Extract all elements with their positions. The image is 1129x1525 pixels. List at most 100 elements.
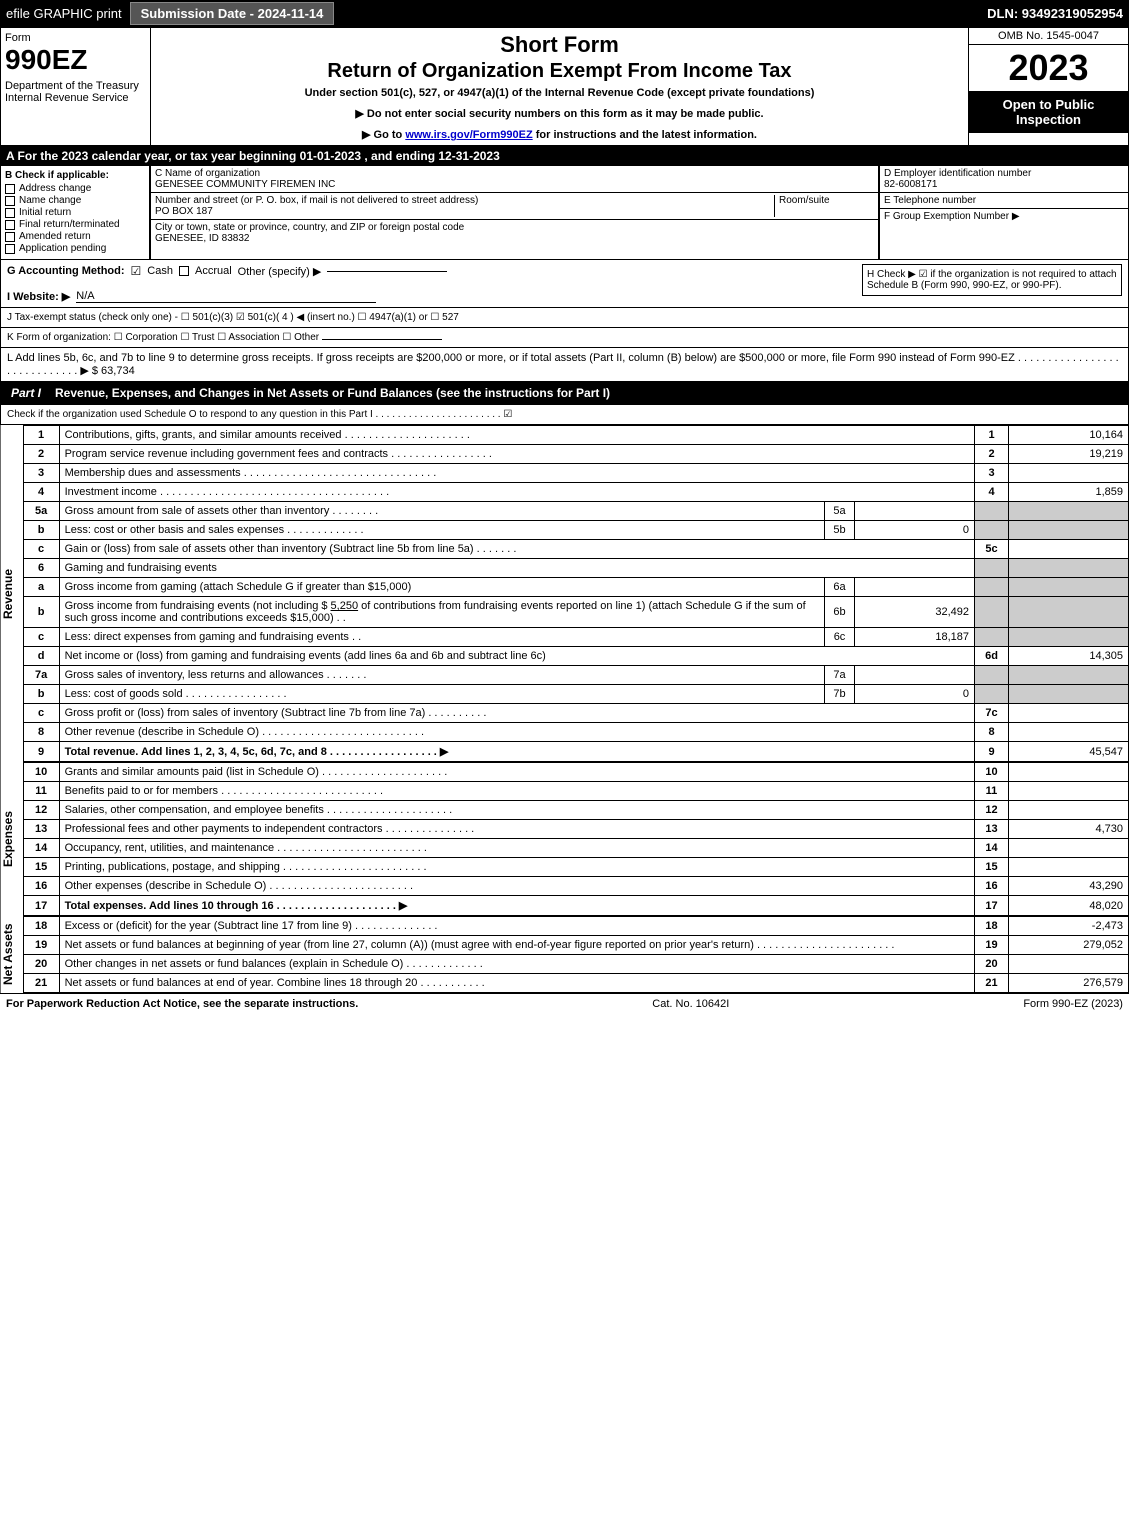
part-i-check: Check if the organization used Schedule … <box>0 405 1129 425</box>
ein-value: 82-6008171 <box>884 179 1124 190</box>
cb-label: Application pending <box>19 243 106 254</box>
city-label: City or town, state or province, country… <box>155 222 874 233</box>
table-row: bLess: cost of goods sold . . . . . . . … <box>23 685 1128 704</box>
table-row: 16Other expenses (describe in Schedule O… <box>23 877 1128 896</box>
website-label: I Website: ▶ <box>7 290 70 303</box>
cb-label: Initial return <box>19 207 71 218</box>
row-g: G Accounting Method: Cash Accrual Other … <box>0 260 1129 308</box>
dln-label: DLN: 93492319052954 <box>987 6 1123 21</box>
omb-number: OMB No. 1545-0047 <box>969 28 1128 45</box>
footer-left: For Paperwork Reduction Act Notice, see … <box>6 998 358 1010</box>
expenses-section: Expenses 10Grants and similar amounts pa… <box>0 762 1129 916</box>
part-i-header: Part I Revenue, Expenses, and Changes in… <box>0 382 1129 405</box>
note2-prefix: ▶ Go to <box>362 129 405 141</box>
table-row: 1Contributions, gifts, grants, and simil… <box>23 426 1128 445</box>
cb-label: Final return/terminated <box>19 219 120 230</box>
website-value: N/A <box>76 290 376 303</box>
form-number: 990EZ <box>5 44 146 76</box>
table-row: 13Professional fees and other payments t… <box>23 820 1128 839</box>
netassets-section: Net Assets 18Excess or (deficit) for the… <box>0 916 1129 993</box>
table-row: 20Other changes in net assets or fund ba… <box>23 955 1128 974</box>
table-row: 5aGross amount from sale of assets other… <box>23 502 1128 521</box>
checkbox-initial-return[interactable] <box>5 208 15 218</box>
checkbox-application-pending[interactable] <box>5 244 15 254</box>
row-a-tax-year: A For the 2023 calendar year, or tax yea… <box>0 146 1129 166</box>
accrual-label: Accrual <box>195 265 232 277</box>
revenue-table: 1Contributions, gifts, grants, and simil… <box>23 425 1129 762</box>
checkbox-final-return[interactable] <box>5 220 15 230</box>
section-bcd: B Check if applicable: Address change Na… <box>0 166 1129 260</box>
table-row: 11Benefits paid to or for members . . . … <box>23 782 1128 801</box>
checkbox-accrual[interactable] <box>179 266 189 276</box>
other-specify-field[interactable] <box>327 271 447 272</box>
table-row: 4Investment income . . . . . . . . . . .… <box>23 483 1128 502</box>
main-title: Return of Organization Exempt From Incom… <box>155 60 964 83</box>
table-row: 17Total expenses. Add lines 10 through 1… <box>23 896 1128 916</box>
section-b-label: B Check if applicable: <box>5 170 145 181</box>
footer-right: Form 990-EZ (2023) <box>1023 998 1123 1010</box>
section-b: B Check if applicable: Address change Na… <box>1 166 151 259</box>
room-label: Room/suite <box>779 195 874 206</box>
row-k: K Form of organization: ☐ Corporation ☐ … <box>0 328 1129 348</box>
cb-label: Name change <box>19 195 81 206</box>
org-name-value: GENESEE COMMUNITY FIREMEN INC <box>155 179 874 190</box>
table-row: 14Occupancy, rent, utilities, and mainte… <box>23 839 1128 858</box>
expenses-table: 10Grants and similar amounts paid (list … <box>23 762 1129 916</box>
note-ssn: ▶ Do not enter social security numbers o… <box>155 107 964 120</box>
note-link: ▶ Go to www.irs.gov/Form990EZ for instru… <box>155 128 964 141</box>
checkbox-address-change[interactable] <box>5 184 15 194</box>
section-d: D Employer identification number 82-6008… <box>878 166 1128 259</box>
table-row: 10Grants and similar amounts paid (list … <box>23 763 1128 782</box>
table-row: 8Other revenue (describe in Schedule O) … <box>23 723 1128 742</box>
group-label: F Group Exemption Number ▶ <box>884 211 1124 222</box>
ein-label: D Employer identification number <box>884 168 1124 179</box>
checkbox-cash[interactable] <box>131 264 142 278</box>
table-row: 19Net assets or fund balances at beginni… <box>23 936 1128 955</box>
table-row: aGross income from gaming (attach Schedu… <box>23 578 1128 597</box>
table-row: bLess: cost or other basis and sales exp… <box>23 521 1128 540</box>
l6b-amount: 5,250 <box>331 600 359 612</box>
row-l: L Add lines 5b, 6c, and 7b to line 9 to … <box>0 348 1129 382</box>
row-k-text: K Form of organization: ☐ Corporation ☐ … <box>7 332 319 343</box>
table-row: 2Program service revenue including gover… <box>23 445 1128 464</box>
cb-label: Amended return <box>19 231 91 242</box>
note2-suffix: for instructions and the latest informat… <box>533 129 757 141</box>
checkbox-amended-return[interactable] <box>5 232 15 242</box>
city-value: GENESEE, ID 83832 <box>155 233 874 244</box>
netassets-table: 18Excess or (deficit) for the year (Subt… <box>23 916 1129 993</box>
section-h: H Check ▶ ☑ if the organization is not r… <box>862 264 1122 296</box>
table-row: cGross profit or (loss) from sales of in… <box>23 704 1128 723</box>
table-row: 12Salaries, other compensation, and empl… <box>23 801 1128 820</box>
dept-label: Department of the Treasury Internal Reve… <box>5 80 146 104</box>
tel-label: E Telephone number <box>884 195 1124 206</box>
other-label: Other (specify) ▶ <box>238 265 322 278</box>
row-j: J Tax-exempt status (check only one) - ☐… <box>0 308 1129 328</box>
expenses-side-label: Expenses <box>1 762 23 916</box>
table-row: bGross income from fundraising events (n… <box>23 597 1128 628</box>
part-i-label: Part I <box>1 382 51 404</box>
efile-label: efile GRAPHIC print <box>6 6 122 21</box>
top-bar: efile GRAPHIC print Submission Date - 20… <box>0 0 1129 27</box>
page-footer: For Paperwork Reduction Act Notice, see … <box>0 993 1129 1014</box>
submission-date-button[interactable]: Submission Date - 2024-11-14 <box>130 2 335 25</box>
part-i-title: Revenue, Expenses, and Changes in Net As… <box>51 382 1128 404</box>
revenue-side-label: Revenue <box>1 425 23 762</box>
inspection-label: Open to Public Inspection <box>969 91 1128 133</box>
row-k-other-field[interactable] <box>322 339 442 340</box>
checkbox-name-change[interactable] <box>5 196 15 206</box>
cb-label: Address change <box>19 183 91 194</box>
street-value: PO BOX 187 <box>155 206 774 217</box>
netassets-side-label: Net Assets <box>1 916 23 993</box>
table-row: cLess: direct expenses from gaming and f… <box>23 628 1128 647</box>
tax-year: 2023 <box>969 45 1128 91</box>
revenue-section: Revenue 1Contributions, gifts, grants, a… <box>0 425 1129 762</box>
table-row: 9Total revenue. Add lines 1, 2, 3, 4, 5c… <box>23 742 1128 762</box>
irs-link[interactable]: www.irs.gov/Form990EZ <box>405 129 532 141</box>
org-name-label: C Name of organization <box>155 168 874 179</box>
table-row: cGain or (loss) from sale of assets othe… <box>23 540 1128 559</box>
table-row: 15Printing, publications, postage, and s… <box>23 858 1128 877</box>
form-header: Form 990EZ Department of the Treasury In… <box>0 27 1129 146</box>
subtitle: Under section 501(c), 527, or 4947(a)(1)… <box>155 87 964 99</box>
table-row: 6Gaming and fundraising events <box>23 559 1128 578</box>
table-row: dNet income or (loss) from gaming and fu… <box>23 647 1128 666</box>
